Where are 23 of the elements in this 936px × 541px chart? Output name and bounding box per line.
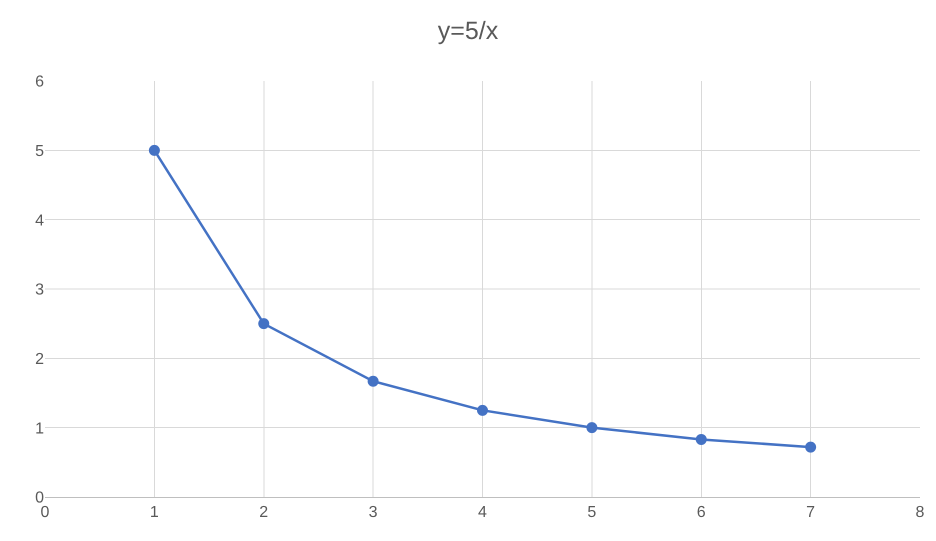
y-tick-label: 3 (35, 282, 44, 299)
point (805, 442, 816, 453)
y-tick-label: 6 (35, 74, 44, 91)
point (586, 422, 598, 434)
point (368, 376, 379, 387)
point (148, 144, 160, 156)
y-tick-label: 2 (35, 350, 44, 368)
chart-title: y=5/x (438, 17, 499, 46)
y-tick-label: 1 (35, 420, 44, 438)
x-tick-label: 7 (806, 504, 816, 522)
x-tick-label: 6 (696, 504, 706, 522)
y-tick-label: 5 (35, 142, 44, 160)
x-tick-label: 2 (259, 504, 268, 522)
point (696, 434, 707, 445)
x-tick-label: 1 (150, 504, 159, 522)
point (477, 404, 488, 416)
point (258, 318, 270, 330)
x-tick-label: 3 (368, 504, 378, 522)
x-tick-label: 5 (587, 504, 596, 522)
y-tick-label: 4 (35, 212, 44, 230)
y-tick-label: 0 (35, 490, 44, 507)
x-tick-label: 8 (916, 504, 925, 522)
x-tick-label: 4 (478, 504, 488, 522)
